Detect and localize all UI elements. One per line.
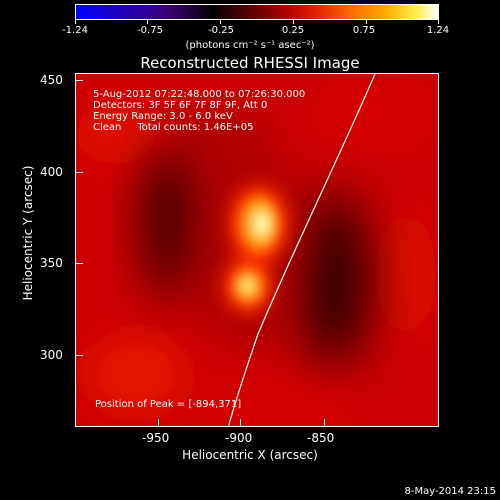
y-tick-label: 300: [40, 348, 63, 362]
y-tick-mark: [75, 263, 83, 264]
colorbar-tick-label: -1.24: [62, 25, 88, 36]
image-title: Reconstructed RHESSI Image: [140, 54, 360, 72]
detectors-text: Detectors: 3F 5F 6F 7F 8F 9F, Att 0: [93, 100, 268, 111]
source-cores: [232, 196, 279, 304]
x-tick-label: -850: [307, 431, 335, 445]
colorbar-tick: [147, 20, 148, 24]
colorbar-tick-label: -0.25: [208, 25, 234, 36]
colorbar-tick: [366, 20, 367, 24]
colorbar-tick-label: 1.24: [426, 25, 450, 36]
y-tick-mark: [75, 172, 83, 173]
solar-limb-line: [227, 74, 376, 426]
rhessi-image-canvas: [76, 74, 438, 426]
energy-range-text: Energy Range: 3.0 - 6.0 keV: [93, 111, 233, 122]
colorbar-tick: [293, 20, 294, 24]
clean-counts-text: Clean Total counts: 1.46E+05: [93, 122, 254, 133]
generation-timestamp: 8-May-2014 23:15: [404, 486, 496, 497]
x-tick-label: -900: [225, 431, 253, 445]
colorbar-tick-label: 0.25: [281, 25, 305, 36]
colorbar-tick-label: 0.75: [352, 25, 376, 36]
colorbar-units-label: (photons cm⁻² s⁻¹ asec⁻²): [185, 40, 315, 51]
colorbar: [75, 4, 439, 20]
colorbar-tick: [220, 20, 221, 24]
y-tick-label: 400: [40, 165, 63, 179]
y-tick-mark: [75, 355, 83, 356]
negative-lobe-left: [141, 144, 201, 304]
colorbar-tick: [438, 20, 439, 24]
rhessi-image-plot: 5-Aug-2012 07:22:48.000 to 07:26:30.000 …: [75, 73, 439, 427]
x-axis-label: Heliocentric X (arcsec): [182, 448, 318, 462]
time-range-text: 5-Aug-2012 07:22:48.000 to 07:26:30.000: [93, 89, 306, 100]
colorbar-tick: [75, 20, 76, 24]
y-tick-label: 450: [40, 73, 63, 87]
colorbar-tick-label: -0.75: [137, 25, 163, 36]
x-tick-mark: [324, 419, 325, 427]
y-axis-label: Heliocentric Y (arcsec): [21, 165, 35, 301]
x-tick-mark: [158, 419, 159, 427]
y-tick-label: 350: [40, 256, 63, 270]
y-tick-mark: [75, 80, 83, 81]
x-tick-label: -950: [142, 431, 170, 445]
negative-lobe-right: [294, 189, 374, 369]
x-tick-mark: [240, 419, 241, 427]
peak-position-text: Position of Peak = [-894,371]: [95, 399, 242, 410]
